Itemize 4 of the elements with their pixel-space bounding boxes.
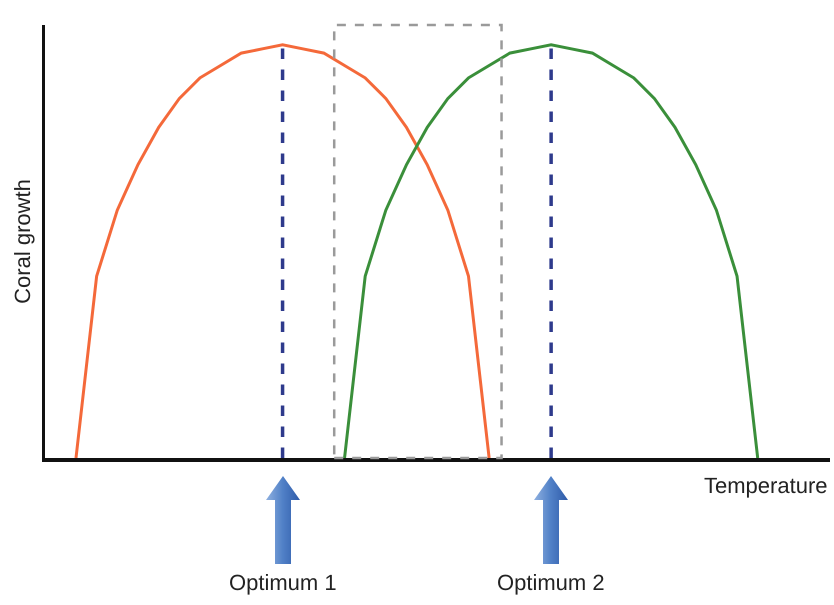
y-axis-title: Coral growth [10,179,35,304]
x-axis-title: Temperature [704,473,828,498]
text: Optimum 2 [497,570,605,595]
text: Optimum 1 [229,570,337,595]
